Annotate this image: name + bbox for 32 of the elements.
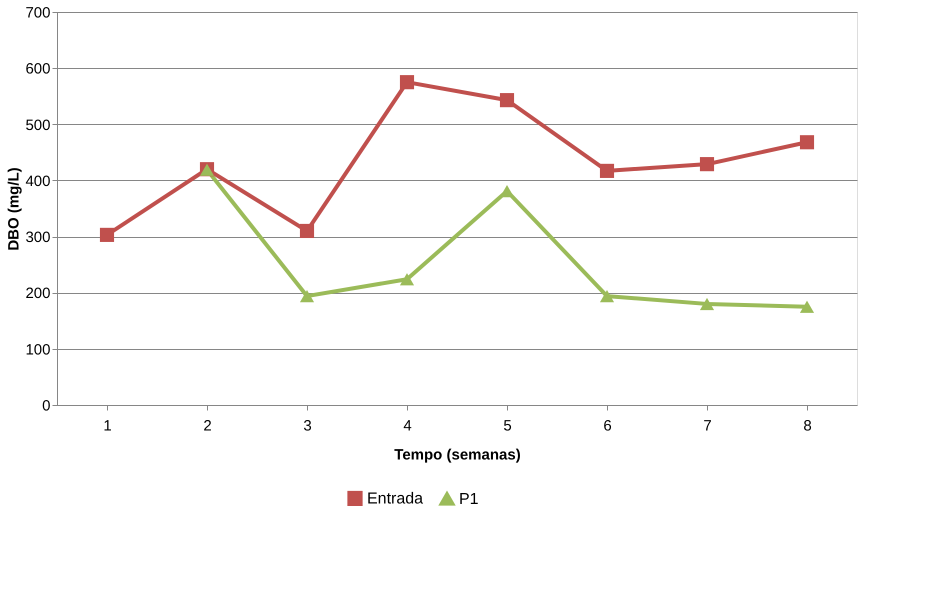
x-tick-label: 4: [403, 418, 412, 434]
y-tick-label: 500: [25, 116, 50, 134]
point: [600, 290, 614, 302]
x-tick-label: 5: [503, 418, 512, 434]
x-tick-label: 8: [803, 418, 812, 434]
y-tick-label: 300: [25, 229, 50, 246]
point: [300, 290, 314, 302]
y-tick-label: 700: [25, 4, 50, 22]
point: [100, 228, 114, 242]
x-tick-label: 3: [303, 418, 312, 434]
point: [800, 135, 814, 150]
y-tick-label: 400: [25, 172, 50, 190]
point: [400, 273, 414, 286]
y-tick-label: 200: [25, 285, 50, 302]
point: [300, 224, 314, 238]
point: [700, 298, 714, 310]
x-tick-label: 6: [603, 418, 612, 434]
point: [700, 157, 714, 172]
legend-label: P1: [459, 490, 479, 508]
y-tick-label: 100: [25, 341, 50, 358]
x-tick-label: 1: [103, 418, 112, 434]
point: [400, 75, 414, 90]
legend-label: Entrada: [367, 490, 424, 508]
x-axis-title: Tempo (semanas): [394, 446, 521, 464]
x-tick-label: 2: [203, 418, 212, 434]
y-tick-label: 600: [25, 60, 50, 78]
y-axis-title: DBO (mg/L): [5, 167, 22, 251]
point: [600, 164, 614, 178]
point: [500, 93, 514, 108]
point: [800, 300, 814, 313]
x-tick-label: 7: [703, 418, 712, 434]
y-tick-label: 0: [42, 398, 50, 414]
